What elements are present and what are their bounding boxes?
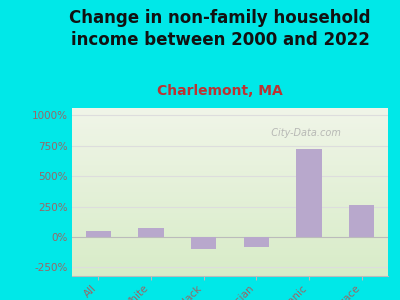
Bar [191,237,216,249]
Bar [86,231,111,237]
Text: Charlemont, MA: Charlemont, MA [157,84,283,98]
Bar [244,237,269,247]
Bar [349,206,374,237]
Text: Change in non-family household
income between 2000 and 2022: Change in non-family household income be… [69,9,371,49]
Bar [296,149,322,237]
Text: City-Data.com: City-Data.com [265,128,341,138]
Bar [138,228,164,237]
